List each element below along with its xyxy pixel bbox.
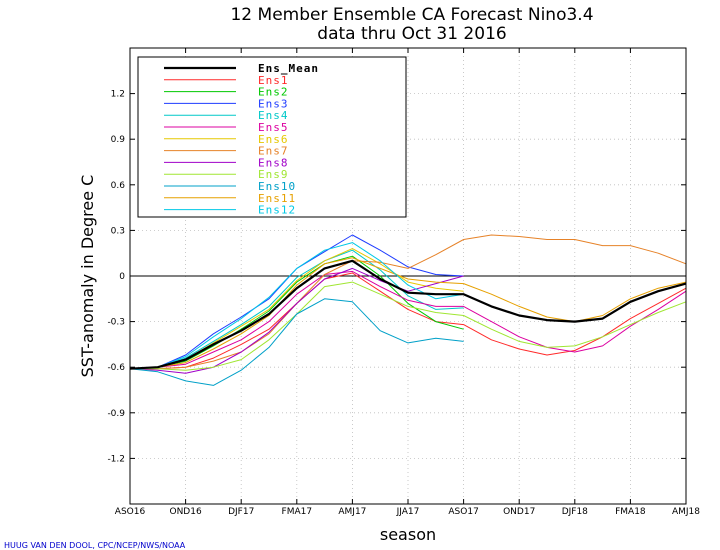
- y-tick-label: -0.3: [107, 318, 125, 328]
- legend-label: Ens3: [258, 97, 289, 110]
- series-line-ens2: [129, 255, 464, 370]
- x-tick-label: DJF18: [562, 507, 588, 517]
- legend-label: Ens10: [258, 180, 296, 193]
- x-tick-label: OND17: [503, 507, 535, 517]
- y-tick-label: -0.6: [107, 363, 125, 373]
- y-tick-label: 0.9: [111, 135, 126, 145]
- series-line-ens-mean: [129, 259, 687, 370]
- x-tick-label: AMJ17: [338, 507, 366, 517]
- legend-label: Ens6: [258, 133, 289, 146]
- y-tick-label: 1.2: [111, 90, 125, 100]
- y-tick-label: 0.6: [111, 181, 126, 191]
- x-tick-label: OND16: [169, 507, 201, 517]
- chart-title: 12 Member Ensemble CA Forecast Nino3.4: [230, 5, 593, 25]
- credit-text: HUUG VAN DEN DOOL, CPC/NCEP/NWS/NOAA: [4, 541, 186, 550]
- legend-label: Ens5: [258, 121, 289, 134]
- series-line-ens12: [129, 242, 464, 370]
- legend-label: Ens8: [258, 156, 289, 169]
- legend-label: Ens4: [258, 109, 289, 122]
- legend-label: Ens_Mean: [258, 62, 319, 75]
- y-tick-label: -0.9: [107, 409, 125, 419]
- y-tick-label: 0.3: [111, 226, 125, 236]
- x-tick-label: AMJ18: [672, 507, 700, 517]
- series-line-ens4: [129, 249, 464, 370]
- x-tick-label: ASO16: [115, 507, 146, 517]
- legend-label: Ens9: [258, 168, 289, 181]
- series-line-ens10: [129, 298, 464, 386]
- legend-label: Ens1: [258, 74, 289, 87]
- legend-label: Ens12: [258, 204, 296, 217]
- series-line-ens11: [129, 257, 687, 370]
- x-tick-layer: ASO16 OND16 DJF17 FMA17 AMJ17 JJA17 ASO17 OND17…: [115, 48, 700, 517]
- legend-items: Ens_MeanEns1Ens2Ens3Ens4Ens5Ens6Ens7Ens8…: [164, 62, 319, 217]
- series-line-ens5: [129, 270, 687, 370]
- y-axis-label: SST-anomaly in Degree C: [78, 175, 97, 378]
- y-tick-layer: -1.2 -0.9 -0.6 -0.3 0 0.3 0.6 0.9 1.2: [107, 90, 686, 464]
- series-layer: [129, 234, 687, 386]
- legend-label: Ens11: [258, 192, 296, 205]
- series-line-ens1: [130, 272, 687, 370]
- chart-subtitle: data thru Oct 31 2016: [317, 24, 506, 44]
- series-line-ens7: [130, 234, 687, 370]
- y-tick-label: -1.2: [107, 454, 125, 464]
- legend-label: Ens7: [258, 145, 289, 158]
- x-tick-label: FMA18: [615, 507, 646, 517]
- legend-label: Ens2: [258, 86, 289, 99]
- x-tick-label: JJA17: [396, 507, 420, 517]
- series-line-ens9: [130, 281, 687, 371]
- legend: Ens_MeanEns1Ens2Ens3Ens4Ens5Ens6Ens7Ens8…: [137, 56, 407, 218]
- x-axis-label: season: [380, 525, 436, 544]
- y-tick-label: 0: [119, 272, 125, 282]
- legend-box: [137, 56, 407, 218]
- x-tick-label: DJF17: [228, 507, 254, 517]
- x-tick-label: FMA17: [282, 507, 313, 517]
- x-tick-label: ASO17: [448, 507, 478, 517]
- series-line-ens8: [129, 267, 464, 374]
